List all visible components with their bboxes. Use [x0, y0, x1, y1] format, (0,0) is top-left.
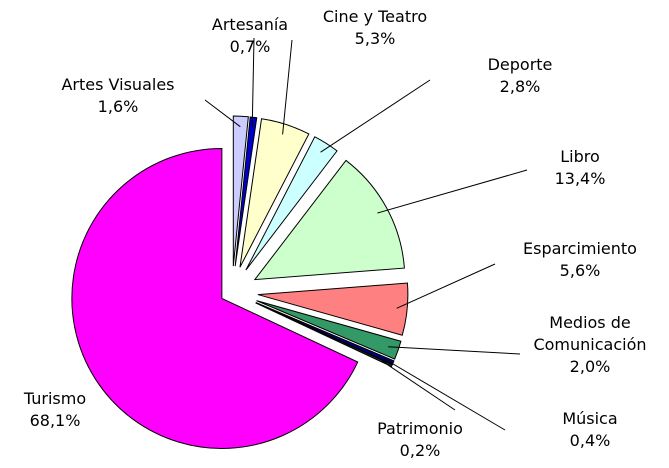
pie-slice [239, 118, 310, 268]
category-label: Patrimonio [377, 419, 463, 438]
value-label: 68,1% [29, 411, 81, 430]
value-label: 13,4% [554, 169, 606, 188]
value-label: 2,0% [569, 357, 611, 376]
slice-label: Libro 13,4% [530, 146, 630, 190]
slice-label: Patrimonio 0,2% [360, 418, 480, 462]
pie-slice [232, 115, 249, 267]
pie-slice [234, 116, 258, 267]
leader-line [382, 360, 456, 411]
pie-slice [255, 302, 393, 368]
slice-label: Medios de Comunicación 2,0% [515, 312, 665, 378]
value-label: 0,4% [569, 431, 611, 450]
leader-line [320, 79, 431, 153]
category-label: Artes Visuales [61, 75, 175, 94]
category-label: Libro [560, 147, 600, 166]
leader-line [251, 37, 255, 128]
slice-label: Artes Visuales 1,6% [38, 74, 198, 118]
leader-line [204, 99, 241, 128]
value-label: 5,6% [559, 261, 601, 280]
category-label: Deporte [487, 55, 553, 74]
value-label: 2,8% [499, 77, 541, 96]
leader-line [388, 346, 521, 355]
category-label: Música [562, 409, 618, 428]
category-label: Turismo [23, 389, 87, 408]
slice-label: Artesanía 0,7% [190, 14, 310, 58]
leader-line [377, 169, 528, 214]
slice-label: Turismo 68,1% [5, 388, 105, 432]
category-label: Medios de Comunicación [533, 313, 647, 354]
leader-line [383, 357, 506, 431]
pie-slice [245, 136, 338, 271]
value-label: 1,6% [97, 97, 139, 116]
pie-slice [71, 147, 359, 449]
pie-slice [256, 300, 402, 360]
slice-label: Música 0,4% [540, 408, 640, 452]
leader-line [282, 39, 293, 135]
value-label: 0,2% [399, 441, 441, 460]
category-label: Artesanía [211, 15, 289, 34]
pie-slice [253, 159, 405, 281]
pie-slice [257, 282, 409, 336]
slice-label: Esparcimiento 5,6% [505, 238, 655, 282]
value-label: 0,7% [229, 37, 271, 56]
slice-label: Deporte 2,8% [460, 54, 580, 98]
category-label: Cine y Teatro [322, 7, 428, 26]
value-label: 5,3% [354, 29, 396, 48]
leader-line [396, 263, 496, 309]
category-label: Esparcimiento [523, 239, 637, 258]
slice-label: Cine y Teatro 5,3% [305, 6, 445, 50]
